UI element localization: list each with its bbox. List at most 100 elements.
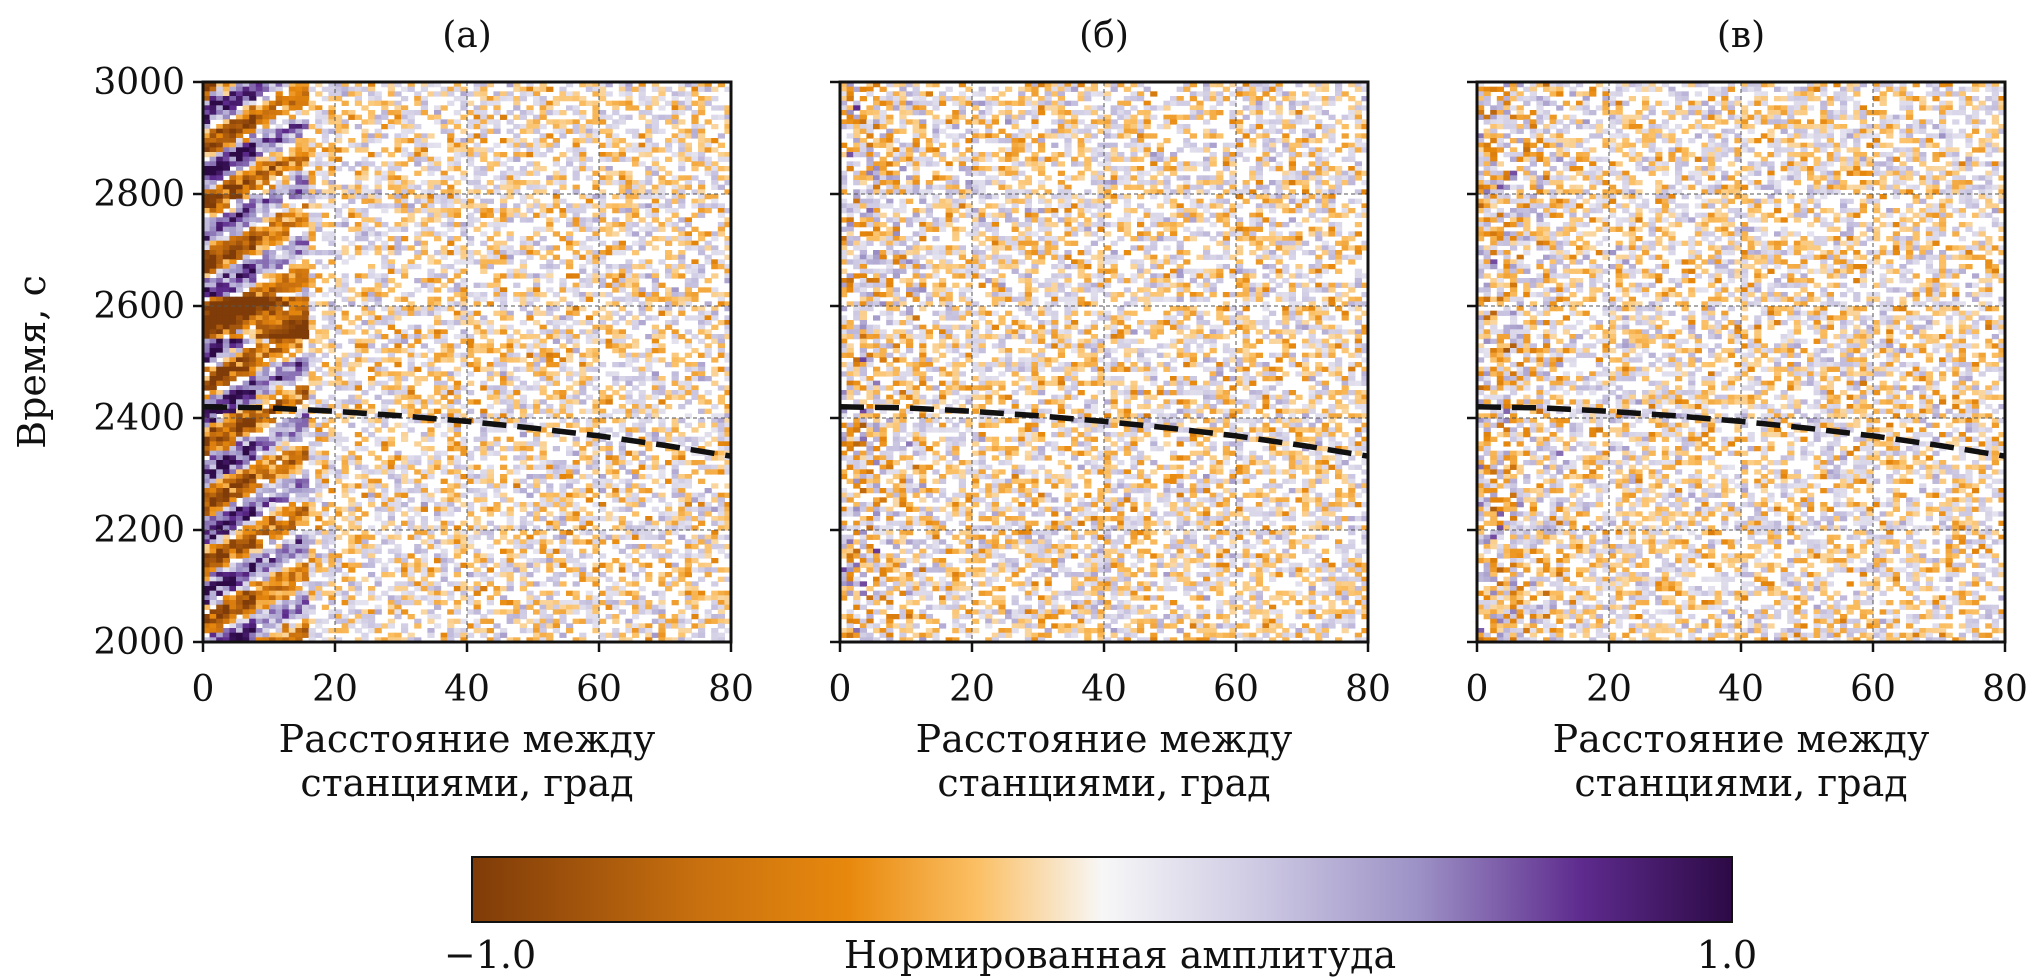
heatmap-cell: [209, 100, 217, 106]
heatmap-cell: [295, 128, 303, 134]
heatmap-cell: [295, 562, 303, 568]
heatmap-cell: [533, 474, 541, 480]
heatmap-cell: [592, 366, 600, 372]
heatmap-cell: [506, 175, 514, 181]
heatmap-cell: [585, 516, 593, 522]
heatmap-cell: [585, 600, 593, 606]
heatmap-cell: [480, 525, 488, 531]
heatmap-cell: [592, 180, 600, 186]
heatmap-cell: [460, 138, 468, 144]
heatmap-cell: [242, 446, 250, 452]
heatmap-cell: [473, 343, 481, 349]
heatmap-cell: [275, 231, 283, 237]
heatmap-cell: [216, 450, 224, 456]
heatmap-cell: [308, 142, 316, 148]
heatmap-cell: [209, 562, 217, 568]
heatmap-cell: [374, 250, 382, 256]
heatmap-cell: [566, 348, 574, 354]
heatmap-cell: [275, 464, 283, 470]
heatmap-cell: [321, 567, 329, 573]
heatmap-cell: [585, 376, 593, 382]
heatmap-cell: [467, 539, 475, 545]
heatmap-cell: [387, 441, 395, 447]
heatmap-cell: [513, 189, 521, 195]
heatmap-cell: [599, 530, 607, 536]
heatmap-cell: [275, 628, 283, 634]
heatmap-cell: [566, 450, 574, 456]
heatmap-cell: [368, 525, 376, 531]
heatmap-cell: [427, 170, 435, 176]
heatmap-cell: [572, 590, 580, 596]
heatmap-cell: [493, 287, 501, 293]
heatmap-cell: [295, 455, 303, 461]
heatmap-cell: [335, 147, 343, 153]
heatmap-cell: [414, 147, 422, 153]
heatmap-cell: [216, 408, 224, 414]
heatmap-cell: [572, 147, 580, 153]
heatmap-cell: [467, 380, 475, 386]
heatmap-cell: [453, 413, 461, 419]
heatmap-cell: [269, 114, 277, 120]
heatmap-cell: [533, 408, 541, 414]
heatmap-cell: [480, 170, 488, 176]
heatmap-cell: [599, 399, 607, 405]
heatmap-cell: [262, 502, 270, 508]
heatmap-cell: [493, 245, 501, 251]
heatmap-cell: [506, 376, 514, 382]
heatmap-cell: [209, 422, 217, 428]
heatmap-cell: [368, 231, 376, 237]
heatmap-cell: [348, 600, 356, 606]
heatmap-cell: [242, 408, 250, 414]
heatmap-cell: [341, 82, 349, 88]
heatmap-cell: [460, 142, 468, 148]
heatmap-cell: [506, 268, 514, 274]
heatmap-cell: [434, 553, 442, 559]
heatmap-cell: [282, 618, 290, 624]
heatmap-cell: [282, 320, 290, 326]
heatmap-cell: [341, 203, 349, 209]
heatmap-cell: [269, 502, 277, 508]
heatmap-cell: [486, 609, 494, 615]
heatmap-cell: [513, 404, 521, 410]
heatmap-cell: [236, 581, 244, 587]
heatmap-cell: [275, 483, 283, 489]
heatmap-cell: [440, 530, 448, 536]
heatmap-cell: [222, 124, 230, 130]
heatmap-cell: [460, 329, 468, 335]
heatmap-cell: [546, 100, 554, 106]
heatmap-cell: [401, 488, 409, 494]
heatmap-cell: [242, 558, 250, 564]
heatmap-cell: [447, 86, 455, 92]
heatmap-cell: [526, 110, 534, 116]
heatmap-cell: [592, 618, 600, 624]
heatmap-cell: [341, 590, 349, 596]
heatmap-cell: [381, 464, 389, 470]
heatmap-cell: [209, 212, 217, 218]
heatmap-cell: [315, 516, 323, 522]
heatmap-cell: [453, 572, 461, 578]
heatmap-cell: [618, 404, 626, 410]
heatmap-cell: [519, 301, 527, 307]
heatmap-cell: [222, 460, 230, 466]
heatmap-cell: [236, 418, 244, 424]
heatmap-cell: [526, 82, 534, 88]
heatmap-cell: [282, 446, 290, 452]
heatmap-cell: [559, 460, 567, 466]
heatmap-cell: [209, 301, 217, 307]
heatmap-cell: [348, 623, 356, 629]
heatmap-cell: [335, 91, 343, 97]
heatmap-cell: [467, 474, 475, 480]
heatmap-cell: [440, 371, 448, 377]
heatmap-cell: [546, 376, 554, 382]
heatmap-cell: [203, 399, 211, 405]
heatmap-cell: [579, 455, 587, 461]
heatmap-cell: [328, 236, 336, 242]
heatmap-cell: [473, 530, 481, 536]
heatmap-cell: [229, 189, 237, 195]
heatmap-cell: [242, 413, 250, 419]
heatmap-cell: [295, 343, 303, 349]
heatmap-cell: [262, 254, 270, 260]
heatmap-cell: [335, 511, 343, 517]
heatmap-cell: [328, 404, 336, 410]
heatmap-cell: [427, 334, 435, 340]
